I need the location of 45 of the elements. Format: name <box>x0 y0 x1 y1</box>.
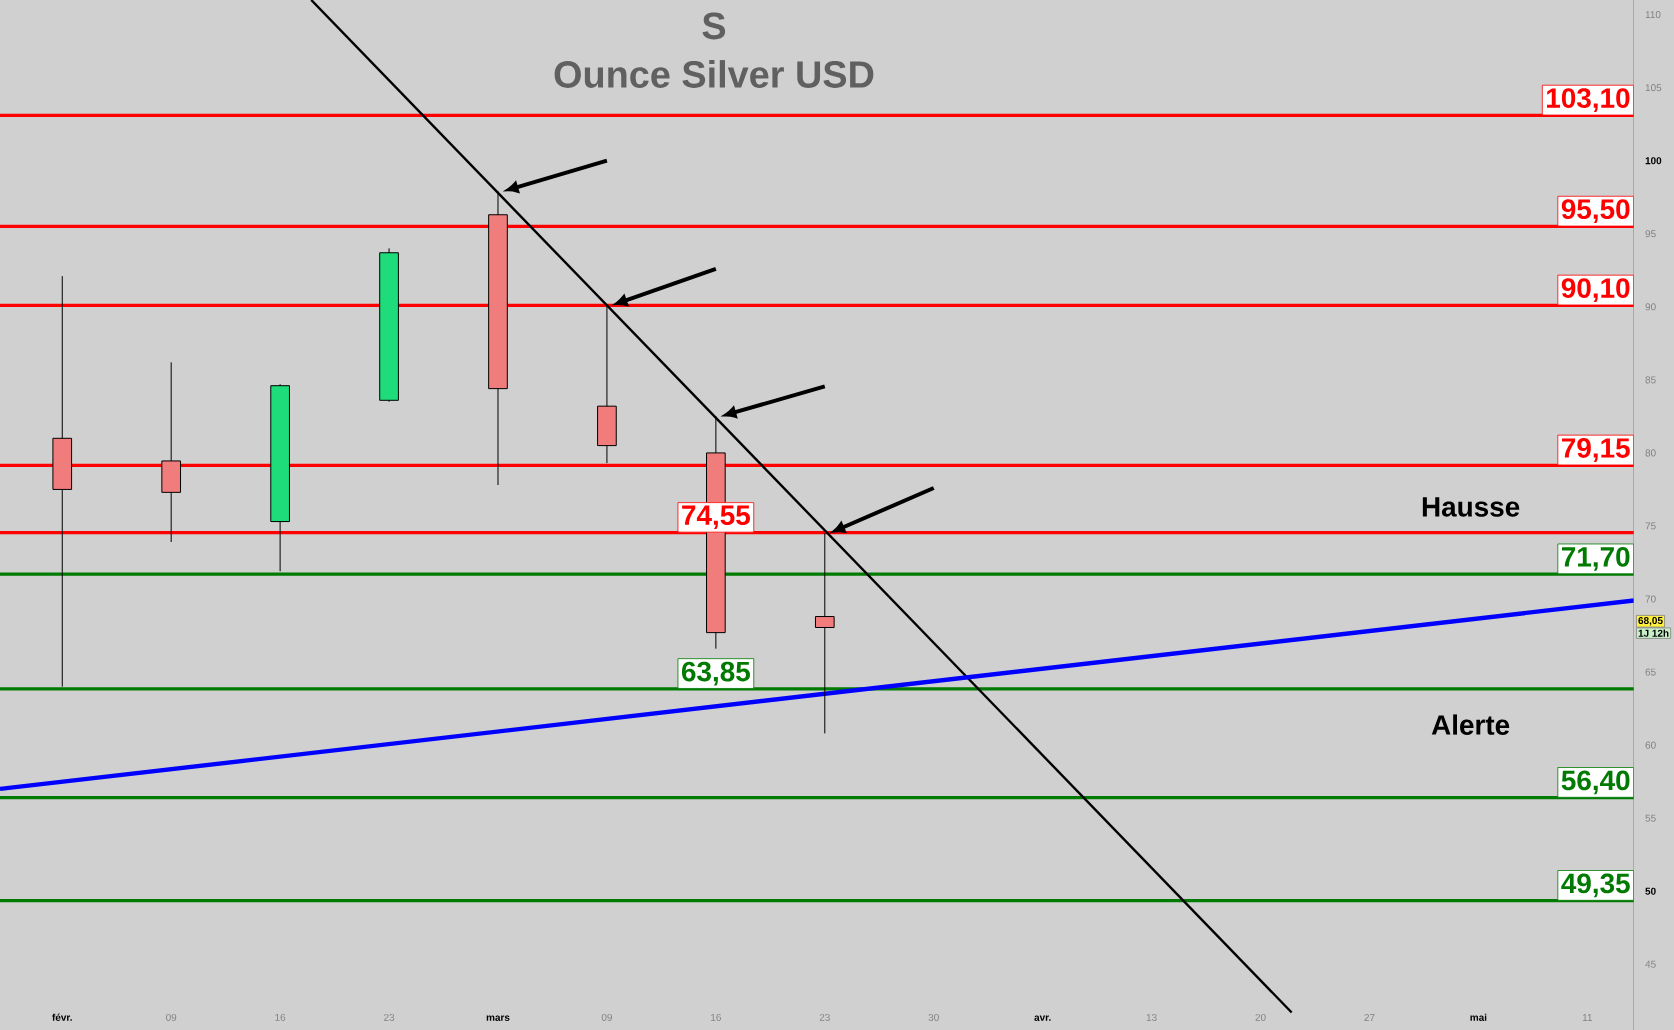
y-tick-label: 90 <box>1645 303 1656 311</box>
y-tick-label: 75 <box>1645 522 1656 530</box>
annotation: Hausse <box>1422 497 1520 517</box>
y-tick-label: 60 <box>1645 741 1656 749</box>
x-tick-label: 16 <box>275 1013 286 1021</box>
y-tick-label: 95 <box>1645 230 1656 238</box>
y-tick-label: 65 <box>1645 668 1656 676</box>
ref-line-label: 103,10 <box>1547 88 1630 113</box>
ref-line-label: 71,70 <box>1562 546 1630 571</box>
x-tick-label: févr. <box>52 1013 72 1021</box>
y-tick-label: 50 <box>1645 887 1656 895</box>
annotation: 63,85 <box>681 661 750 686</box>
x-tick-label: 23 <box>819 1013 830 1021</box>
y-tick-label: 105 <box>1645 84 1662 92</box>
y-tick-label: 110 <box>1645 11 1661 19</box>
y-tick-label: 45 <box>1645 960 1656 968</box>
annotation: 74,55 <box>682 505 750 530</box>
x-tick-label: 20 <box>1255 1013 1266 1021</box>
chart-title: S <box>702 12 726 40</box>
ref-line-label: 95,50 <box>1561 199 1630 224</box>
x-tick-label: 23 <box>384 1013 395 1021</box>
x-tick-label: 13 <box>1146 1013 1157 1021</box>
text: Ounce Silver USD <box>554 60 874 88</box>
y-tick-label: 80 <box>1645 449 1656 457</box>
candlestick <box>814 532 835 734</box>
y-tick-label: 55 <box>1645 814 1656 822</box>
x-tick-label: 16 <box>711 1013 721 1021</box>
ref-line-label: 79,15 <box>1562 438 1630 462</box>
y-tick-label: 85 <box>1645 376 1656 384</box>
x-tick-label: mai <box>1470 1013 1487 1021</box>
x-tick-label: avr. <box>1034 1015 1051 1021</box>
text: 1J 12h <box>1638 629 1669 637</box>
text: 68,05 <box>1638 616 1663 626</box>
x-tick-label: 09 <box>166 1013 177 1021</box>
annotation: Alerte <box>1431 714 1510 735</box>
x-tick-label: 09 <box>601 1013 612 1021</box>
ref-line-label: 49,35 <box>1561 873 1630 898</box>
y-tick-label: 70 <box>1645 595 1656 603</box>
y-tick-label: 100 <box>1645 157 1662 165</box>
x-tick-label: mars <box>486 1015 510 1021</box>
x-tick-label: 30 <box>928 1013 939 1021</box>
x-tick-label: 27 <box>1364 1014 1375 1021</box>
x-tick-label: 11 <box>1582 1014 1593 1021</box>
ref-line-label: 90,10 <box>1561 278 1630 302</box>
ref-line-label: 56,40 <box>1561 770 1630 795</box>
